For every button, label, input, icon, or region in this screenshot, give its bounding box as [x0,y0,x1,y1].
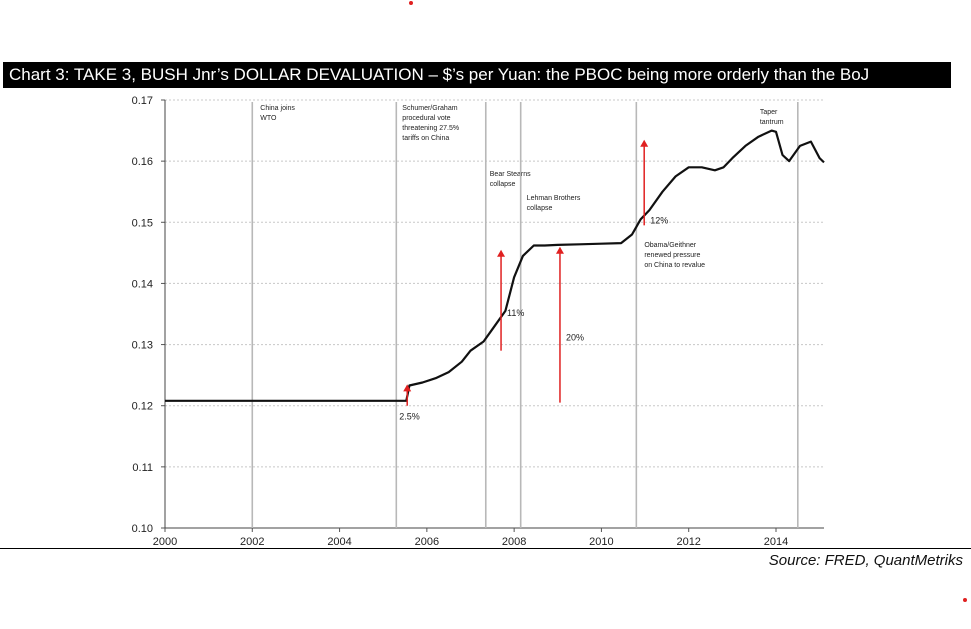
exchange-rate-line [165,129,825,402]
x-tick-label: 2000 [153,536,177,548]
y-tick-label: 0.16 [132,156,153,168]
event-label: threatening 27.5% [402,125,459,132]
decorative-dot [409,1,413,5]
event-label: Taper [760,109,778,116]
x-tick-label: 2004 [327,536,351,548]
change-arrowhead [555,246,564,254]
change-label: 11% [507,308,524,318]
event-label: procedural vote [402,115,450,122]
y-tick-label: 0.11 [132,462,153,474]
chart-background [115,88,850,546]
x-tick-label: 2006 [415,536,439,548]
chart-title: Chart 3: TAKE 3, BUSH Jnr’s DOLLAR DEVAL… [3,62,951,88]
x-tick-label: 2010 [589,536,613,548]
x-tick-label: 2008 [502,536,526,548]
event-label: renewed pressure [644,252,700,259]
y-tick-label: 0.12 [132,401,153,413]
change-arrowhead [640,139,649,147]
change-label: 20% [566,333,584,343]
event-label: tariffs on China [402,135,449,142]
event-label: WTO [260,115,277,122]
event-label: Lehman Brothers [527,195,581,202]
y-tick-label: 0.14 [132,278,153,290]
y-tick-label: 0.10 [132,523,153,535]
event-label: collapse [490,181,516,188]
y-tick-label: 0.17 [132,95,153,107]
event-label: tantrum [760,119,784,126]
change-label: 12% [650,215,668,225]
y-tick-label: 0.13 [132,340,153,352]
event-label: Bear Stearns [490,171,531,178]
event-label: collapse [527,205,553,212]
x-tick-label: 2014 [764,536,788,548]
event-label: Schumer/Graham [402,105,457,112]
change-arrowhead [403,384,412,392]
x-tick-label: 2002 [240,536,264,548]
source-note: Source: FRED, QuantMetriks [768,552,963,569]
event-label: on China to revalue [644,262,705,269]
change-arrowhead [497,249,506,257]
footer-divider [0,548,971,549]
change-label: 2.5% [399,412,420,422]
decorative-dot [963,598,967,602]
event-label: Obama/Geithner [644,242,696,249]
y-tick-label: 0.15 [132,217,153,229]
event-label: China joins [260,105,295,112]
x-tick-label: 2012 [676,536,700,548]
